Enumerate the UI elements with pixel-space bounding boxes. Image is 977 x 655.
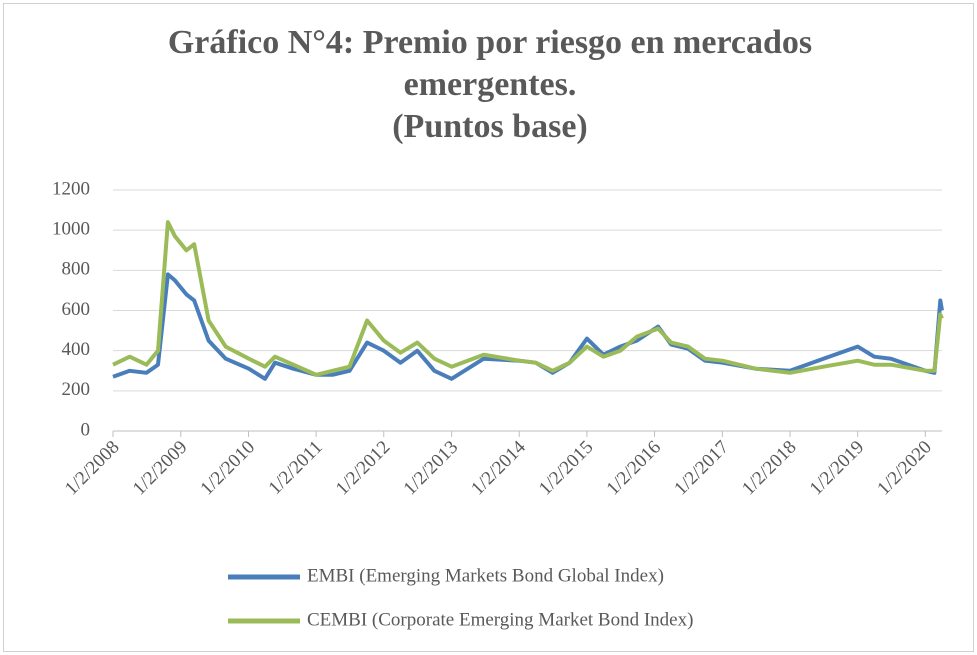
chart-frame (3, 3, 974, 652)
x-tick-label: 1/2/2009 (129, 437, 192, 500)
x-tick-label: 1/2/2010 (196, 437, 259, 500)
title-block: Gráfico N°4: Premio por riesgo en mercad… (120, 22, 860, 148)
series-line (112, 220, 944, 377)
x-tick-label: 1/2/2014 (467, 436, 530, 499)
y-tick-label: 1200 (52, 178, 90, 199)
legend-label: CEMBI (Corporate Emerging Market Bond In… (307, 609, 693, 630)
x-tick-label: 1/2/2013 (400, 437, 463, 500)
x-tick-label: 1/2/2016 (603, 437, 666, 500)
y-tick-label: 400 (62, 339, 91, 360)
x-tick-label: 1/2/2017 (670, 437, 733, 500)
chart-title: Gráfico N°4: Premio por riesgo en mercad… (167, 24, 813, 103)
x-tick-label: 1/2/2011 (265, 437, 327, 499)
x-tick-label: 1/2/2015 (535, 437, 598, 500)
chart-subtitle: (Puntos base) (392, 108, 588, 145)
x-tick-label: 1/2/2018 (738, 437, 801, 500)
legend-label: EMBI (Emerging Markets Bond Global Index… (307, 565, 664, 586)
x-tick-label: 1/2/2019 (806, 437, 869, 500)
y-tick-label: 0 (81, 419, 91, 440)
x-tick-label: 1/2/2020 (873, 437, 936, 500)
x-tick-label: 1/2/2012 (332, 437, 395, 500)
y-tick-label: 1000 (52, 219, 90, 240)
y-tick-label: 200 (62, 379, 91, 400)
y-tick-label: 800 (62, 259, 91, 280)
y-tick-label: 600 (62, 299, 91, 320)
x-tick-label: 1/2/2008 (61, 437, 124, 500)
series-line (112, 272, 944, 381)
